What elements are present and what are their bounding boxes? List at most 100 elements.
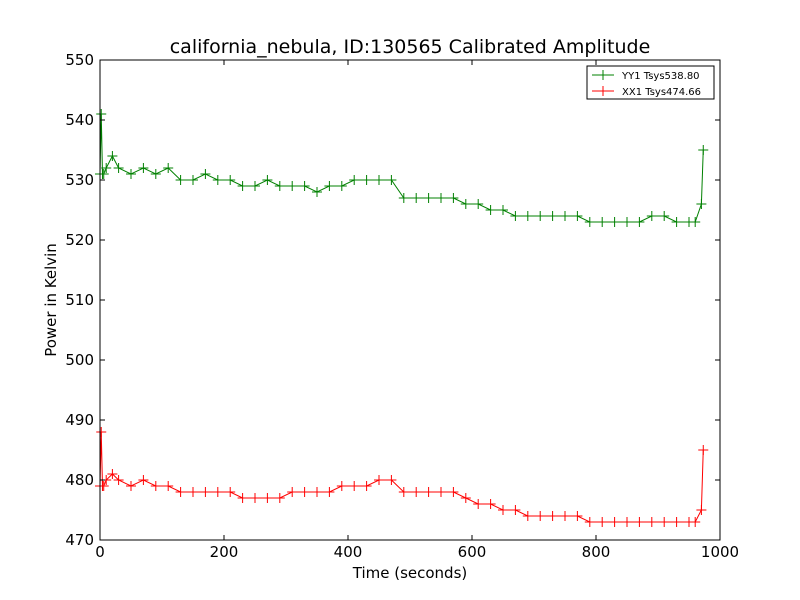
legend-marker	[598, 70, 608, 80]
data-point	[237, 181, 248, 191]
y-axis-title: Power in Kelvin	[42, 243, 60, 357]
data-point	[646, 211, 657, 221]
data-point	[374, 175, 384, 185]
data-point	[460, 493, 471, 503]
data-point	[312, 187, 322, 197]
data-point	[101, 163, 112, 173]
data-point	[423, 193, 434, 203]
data-point	[535, 211, 546, 221]
data-point	[597, 217, 608, 227]
data-point	[287, 181, 298, 191]
data-point	[324, 487, 335, 497]
data-point	[107, 469, 118, 479]
plot-frame	[99, 59, 721, 541]
data-point	[175, 487, 186, 497]
data-point	[188, 175, 198, 185]
data-point	[287, 487, 298, 497]
x-axis-title: Time (seconds)	[352, 564, 468, 582]
data-point	[163, 481, 174, 491]
y-tick-label: 540	[65, 111, 94, 129]
data-point	[510, 505, 521, 515]
data-point	[150, 169, 161, 179]
data-point	[448, 487, 459, 497]
data-point	[696, 505, 707, 515]
data-point	[126, 169, 136, 179]
data-point	[349, 481, 360, 491]
data-point	[312, 487, 322, 497]
data-point	[547, 511, 558, 521]
data-point	[646, 517, 657, 527]
data-point	[609, 217, 620, 227]
x-tick-label: 0	[95, 543, 105, 561]
data-point	[374, 475, 384, 485]
data-point	[336, 181, 347, 191]
y-tick-label: 490	[65, 411, 94, 429]
data-point	[398, 193, 409, 203]
data-point	[200, 487, 211, 497]
data-point	[522, 511, 533, 521]
data-point	[262, 493, 273, 503]
data-point	[212, 175, 223, 185]
data-point	[460, 199, 471, 209]
x-tick-label: 800	[582, 543, 611, 561]
data-point	[622, 517, 632, 527]
data-point	[411, 193, 422, 203]
data-point	[690, 517, 701, 527]
data-point	[698, 445, 709, 455]
data-point	[584, 217, 595, 227]
data-point	[138, 163, 149, 173]
data-point	[535, 511, 546, 521]
y-tick-label: 510	[65, 291, 94, 309]
data-point	[498, 205, 508, 215]
data-point	[107, 151, 118, 161]
data-point	[485, 205, 496, 215]
data-point	[671, 517, 682, 527]
data-point	[572, 511, 583, 521]
legend-label: YY1 Tsys538.80	[621, 71, 700, 82]
data-point	[225, 487, 236, 497]
data-point	[163, 163, 174, 173]
legend-label: XX1 Tsys474.66	[622, 87, 701, 98]
data-point	[96, 109, 107, 119]
data-point	[299, 487, 310, 497]
x-tick-label: 400	[334, 543, 363, 561]
data-point	[188, 487, 198, 497]
data-point	[250, 181, 260, 191]
data-point	[698, 145, 709, 155]
data-point	[597, 517, 608, 527]
chart-title: california_nebula, ID:130565 Calibrated …	[170, 36, 651, 58]
y-tick-label: 530	[65, 171, 94, 189]
data-point	[349, 175, 360, 185]
y-tick-label: 500	[65, 351, 94, 369]
data-point	[473, 499, 484, 509]
data-point	[113, 475, 124, 485]
data-point	[398, 487, 409, 497]
plot-area	[100, 60, 720, 540]
x-tick-label: 600	[458, 543, 487, 561]
data-point	[150, 481, 161, 491]
data-point	[547, 211, 558, 221]
x-tick-label: 1000	[701, 543, 739, 561]
data-point	[690, 217, 701, 227]
data-point	[609, 517, 620, 527]
legend-box	[586, 65, 715, 100]
data-point	[411, 487, 422, 497]
data-point	[361, 175, 372, 185]
data-point	[225, 175, 236, 185]
legend: YY1 Tsys538.80 XX1 Tsys474.66	[586, 65, 715, 100]
data-point	[510, 211, 521, 221]
data-point	[212, 487, 223, 497]
data-point	[473, 199, 484, 209]
data-point	[274, 493, 285, 503]
data-point	[250, 493, 260, 503]
data-point	[436, 487, 446, 497]
y-tick-label: 520	[65, 231, 94, 249]
data-point	[262, 175, 273, 185]
data-point	[622, 217, 632, 227]
data-point	[671, 217, 682, 227]
data-point	[498, 505, 508, 515]
data-point	[634, 517, 645, 527]
x-tick-label: 200	[210, 543, 239, 561]
data-point	[324, 181, 335, 191]
data-point	[113, 163, 124, 173]
